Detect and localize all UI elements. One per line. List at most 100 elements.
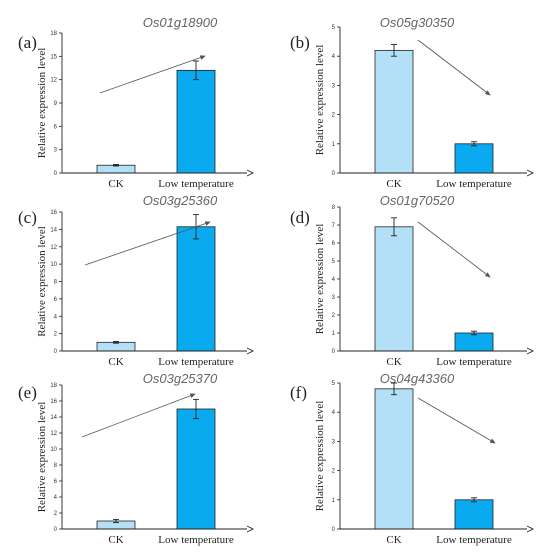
panel-f-trend-arrow [417, 397, 496, 444]
panel-e-x-axis-arrow [246, 525, 255, 533]
panel-a-x-axis-arrow [246, 169, 255, 177]
panel-c-ytick-label: 4 [54, 314, 58, 320]
panel-f-bar-ck [374, 388, 414, 530]
panel-b-label: (b) [290, 33, 310, 52]
panel-f-ytick-label: 5 [332, 381, 336, 387]
panel-a-bar-low-temperature [176, 69, 216, 174]
panel-a-ylabel: Relative expression level [36, 48, 48, 159]
panel-c-ytick-label: 6 [54, 297, 58, 303]
panel-c-title: Os03g25360 [143, 193, 218, 208]
panel-f-ylabel: Relative expression level [314, 401, 326, 512]
panel-a-ytick-label: 9 [54, 101, 58, 107]
panel-a-xtick-0: CK [108, 178, 123, 190]
panel-d-xtick-1: Low temperature [436, 356, 512, 368]
panel-f-ytick-label: 4 [332, 410, 336, 416]
panel-e-ytick-label: 14 [50, 415, 57, 421]
panel-f-ytick-label: 3 [332, 439, 336, 445]
panel-e-ytick-label: 12 [50, 431, 57, 437]
panel-a-ytick-label: 3 [54, 148, 58, 154]
panel-d-ytick-label: 0 [332, 349, 336, 355]
panel-d-ytick-label: 1 [332, 331, 336, 337]
panel-b-ylabel: Relative expression level [314, 45, 326, 156]
panel-d-ytick-label: 5 [332, 259, 336, 265]
panel-f-ytick-label: 2 [332, 469, 336, 475]
panel-e-ytick-label: 8 [54, 463, 58, 469]
panel-c-ytick-label: 8 [54, 280, 58, 286]
panel-f-title: Os04g43360 [380, 371, 455, 386]
panel-c-ytick-label: 16 [50, 210, 57, 216]
panel-c-xtick-1: Low temperature [158, 356, 234, 368]
panel-e-ytick-label: 6 [54, 479, 58, 485]
panel-b-title: Os05g30350 [380, 15, 455, 30]
panel-e-ytick-label: 18 [50, 383, 57, 389]
panel-e-xtick-0: CK [108, 534, 123, 546]
panel-b-ytick-label: 1 [332, 142, 336, 148]
panel-c-bar-low-temperature [176, 226, 216, 352]
panel-c-ytick-label: 12 [50, 245, 57, 251]
panel-e-label: (e) [18, 383, 37, 402]
panel-d-ytick-label: 3 [332, 295, 336, 301]
panel-c-ytick-label: 2 [54, 332, 58, 338]
panel-d-ytick-label: 7 [332, 223, 336, 229]
panel-e-ytick-label: 10 [50, 447, 57, 453]
panel-b-ytick-label: 4 [332, 54, 336, 60]
panel-e-ytick-label: 4 [54, 495, 58, 501]
panel-f-label: (f) [290, 383, 307, 402]
panel-e-trend-arrow [81, 393, 196, 438]
panel-f-x-axis-arrow [526, 525, 535, 533]
panel-f-ytick-label: 0 [332, 527, 336, 533]
panel-d-xtick-0: CK [386, 356, 401, 368]
panel-a-ytick-label: 18 [50, 31, 57, 37]
panel-b-trend-arrow [417, 39, 491, 96]
panel-e-bar-low-temperature [176, 408, 216, 530]
panel-d-trend-arrow [417, 221, 491, 278]
panel-e-ytick-label: 16 [50, 399, 57, 405]
panel-c-xtick-0: CK [108, 356, 123, 368]
panel-a-ytick-label: 15 [50, 54, 57, 60]
panel-b-xtick-0: CK [386, 178, 401, 190]
panel-b-ytick-label: 0 [332, 171, 336, 177]
panel-d-title: Os01g70520 [380, 193, 455, 208]
panel-b-xtick-1: Low temperature [436, 178, 512, 190]
panel-b-ytick-label: 3 [332, 83, 336, 89]
panel-c-ytick-label: 10 [50, 262, 57, 268]
panel-b-x-axis-arrow [526, 169, 535, 177]
panel-c-ytick-label: 0 [54, 349, 58, 355]
panel-e-ytick-label: 2 [54, 511, 58, 517]
panel-f-ytick-label: 1 [332, 498, 336, 504]
panel-b-bar-ck [374, 49, 414, 174]
panel-d-ylabel: Relative expression level [314, 224, 326, 335]
panel-f-bar-low-temperature [454, 499, 494, 530]
panel-d-bar-ck [374, 226, 414, 352]
panel-d-ytick-label: 8 [332, 205, 336, 211]
panel-a-xtick-1: Low temperature [158, 178, 234, 190]
panel-a-trend-arrow [99, 55, 206, 94]
panel-d-x-axis-arrow [526, 347, 535, 355]
panel-c-ylabel: Relative expression level [36, 226, 48, 337]
panel-e-ytick-label: 0 [54, 527, 58, 533]
panel-a-ytick-label: 0 [54, 171, 58, 177]
panel-c-trend-arrow [84, 221, 211, 266]
panel-a-title: Os01g18900 [143, 15, 218, 30]
panel-d-ytick-label: 4 [332, 277, 336, 283]
panel-e-ylabel: Relative expression level [36, 402, 48, 513]
panel-b-ytick-label: 2 [332, 113, 336, 119]
panel-c-ytick-label: 14 [50, 227, 57, 233]
panel-d-ytick-label: 2 [332, 313, 336, 319]
panel-a-ytick-label: 12 [50, 78, 57, 84]
panel-b-ytick-label: 5 [332, 25, 336, 31]
panel-b-bar-low-temperature [454, 143, 494, 174]
panel-f-xtick-1: Low temperature [436, 534, 512, 546]
panel-e-xtick-1: Low temperature [158, 534, 234, 546]
panel-a-ytick-label: 6 [54, 124, 58, 130]
panel-d-ytick-label: 6 [332, 241, 336, 247]
panel-f-xtick-0: CK [386, 534, 401, 546]
panel-c-x-axis-arrow [246, 347, 255, 355]
panel-e-title: Os03g25370 [143, 371, 218, 386]
panel-c-label: (c) [18, 208, 37, 227]
panel-d-label: (d) [290, 208, 310, 227]
panel-a-label: (a) [18, 33, 37, 52]
panel-d-bar-low-temperature [454, 332, 494, 352]
